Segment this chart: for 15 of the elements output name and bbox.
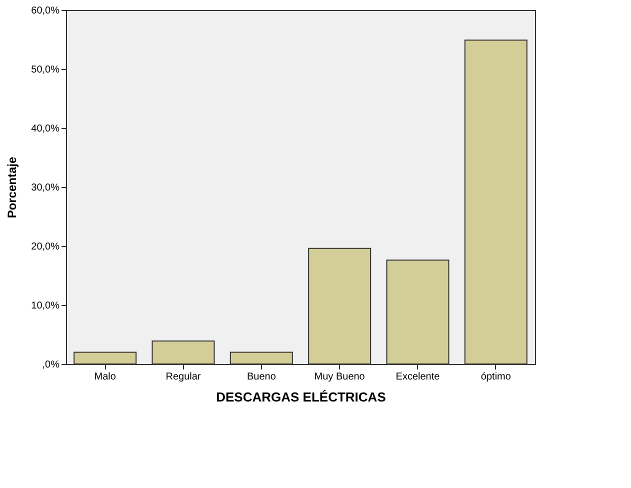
x-tick-label: Malo	[94, 372, 116, 382]
x-tick-label: Bueno	[246, 372, 276, 382]
y-axis-title: Porcentaje	[5, 156, 20, 218]
y-tick-label: 60,0%	[31, 6, 60, 16]
y-tick-label: 50,0%	[31, 64, 60, 76]
x-axis-title: DESCARGAS ELÉCTRICAS	[216, 390, 386, 404]
x-tick-label: óptimo	[480, 372, 512, 382]
y-tick-label: 40,0%	[31, 124, 60, 134]
y-tick-label: 10,0%	[31, 300, 60, 312]
y-tick-label: ,0%	[42, 360, 60, 370]
x-tick-label: Regular	[166, 372, 202, 382]
y-tick-label: 30,0%	[31, 182, 60, 194]
x-tick-label: Muy Bueno	[314, 372, 366, 382]
x-tick-label: Excelente	[396, 372, 440, 382]
y-tick-label: 20,0%	[31, 242, 60, 252]
